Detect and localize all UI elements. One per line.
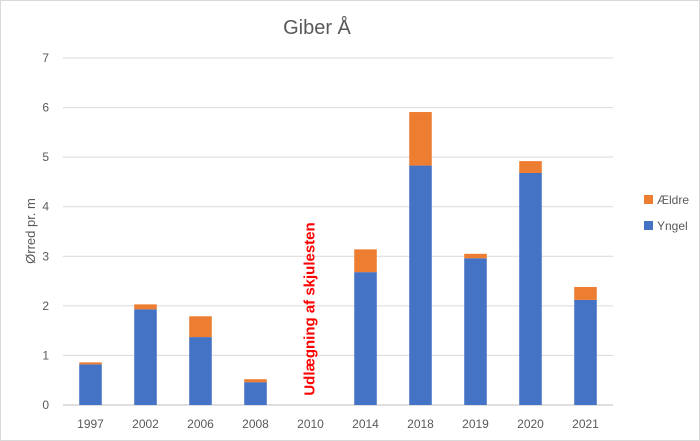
legend-swatch-ældre (644, 195, 653, 204)
bar-ældre-2008 (244, 379, 267, 383)
x-tick-label: 2002 (132, 417, 159, 431)
y-axis-ticks: 0 1 2 3 4 5 6 7 (42, 51, 49, 412)
bar-yngel-2002 (134, 309, 157, 405)
bar-ældre-2019 (464, 253, 487, 259)
x-tick-label: 2021 (572, 417, 599, 431)
x-axis-ticks: 1997 2002 2006 2008 2010 2014 2018 2019 2020 2021 (77, 417, 599, 431)
legend-label-ældre: Ældre (657, 193, 689, 207)
bar-ældre-2020 (519, 161, 542, 174)
bar-yngel-1997 (79, 364, 102, 405)
bar-ældre-2006 (189, 316, 212, 338)
bar-yngel-2019 (464, 258, 487, 405)
x-tick-label: 2018 (407, 417, 434, 431)
legend: Ældre Yngel (644, 193, 689, 233)
bar-ældre-2002 (134, 304, 157, 310)
bar-ældre-2021 (574, 287, 597, 300)
bar-ældre-2014 (354, 249, 377, 273)
y-tick-label: 2 (42, 299, 49, 313)
bar-yngel-2018 (409, 165, 432, 405)
bar-yngel-2008 (244, 382, 267, 405)
y-axis-label: Ørred pr. m (23, 198, 38, 264)
bar-yngel-2006 (189, 337, 212, 405)
y-tick-label: 4 (42, 200, 49, 214)
legend-swatch-yngel (644, 221, 653, 230)
bars (79, 112, 597, 405)
bar-yngel-2014 (354, 272, 377, 405)
chart-title: Giber Å (283, 16, 351, 39)
x-tick-label: 2020 (517, 417, 544, 431)
chart-annotation: Udlægning af skjulesten (302, 222, 319, 395)
x-tick-label: 2006 (187, 417, 214, 431)
y-tick-label: 0 (42, 398, 49, 412)
bar-ældre-2018 (409, 112, 432, 166)
legend-label-yngel: Yngel (657, 219, 688, 233)
bar-yngel-2020 (519, 173, 542, 405)
y-tick-label: 7 (42, 51, 49, 65)
x-tick-label: 2014 (352, 417, 379, 431)
y-tick-label: 5 (42, 150, 49, 164)
y-tick-label: 6 (42, 101, 49, 115)
y-tick-label: 1 (42, 348, 49, 362)
x-tick-label: 1997 (77, 417, 104, 431)
y-tick-label: 3 (42, 249, 49, 263)
bar-yngel-2021 (574, 299, 597, 405)
bar-ældre-1997 (79, 362, 102, 365)
x-tick-label: 2010 (297, 417, 324, 431)
x-tick-label: 2008 (242, 417, 269, 431)
x-tick-label: 2019 (462, 417, 489, 431)
